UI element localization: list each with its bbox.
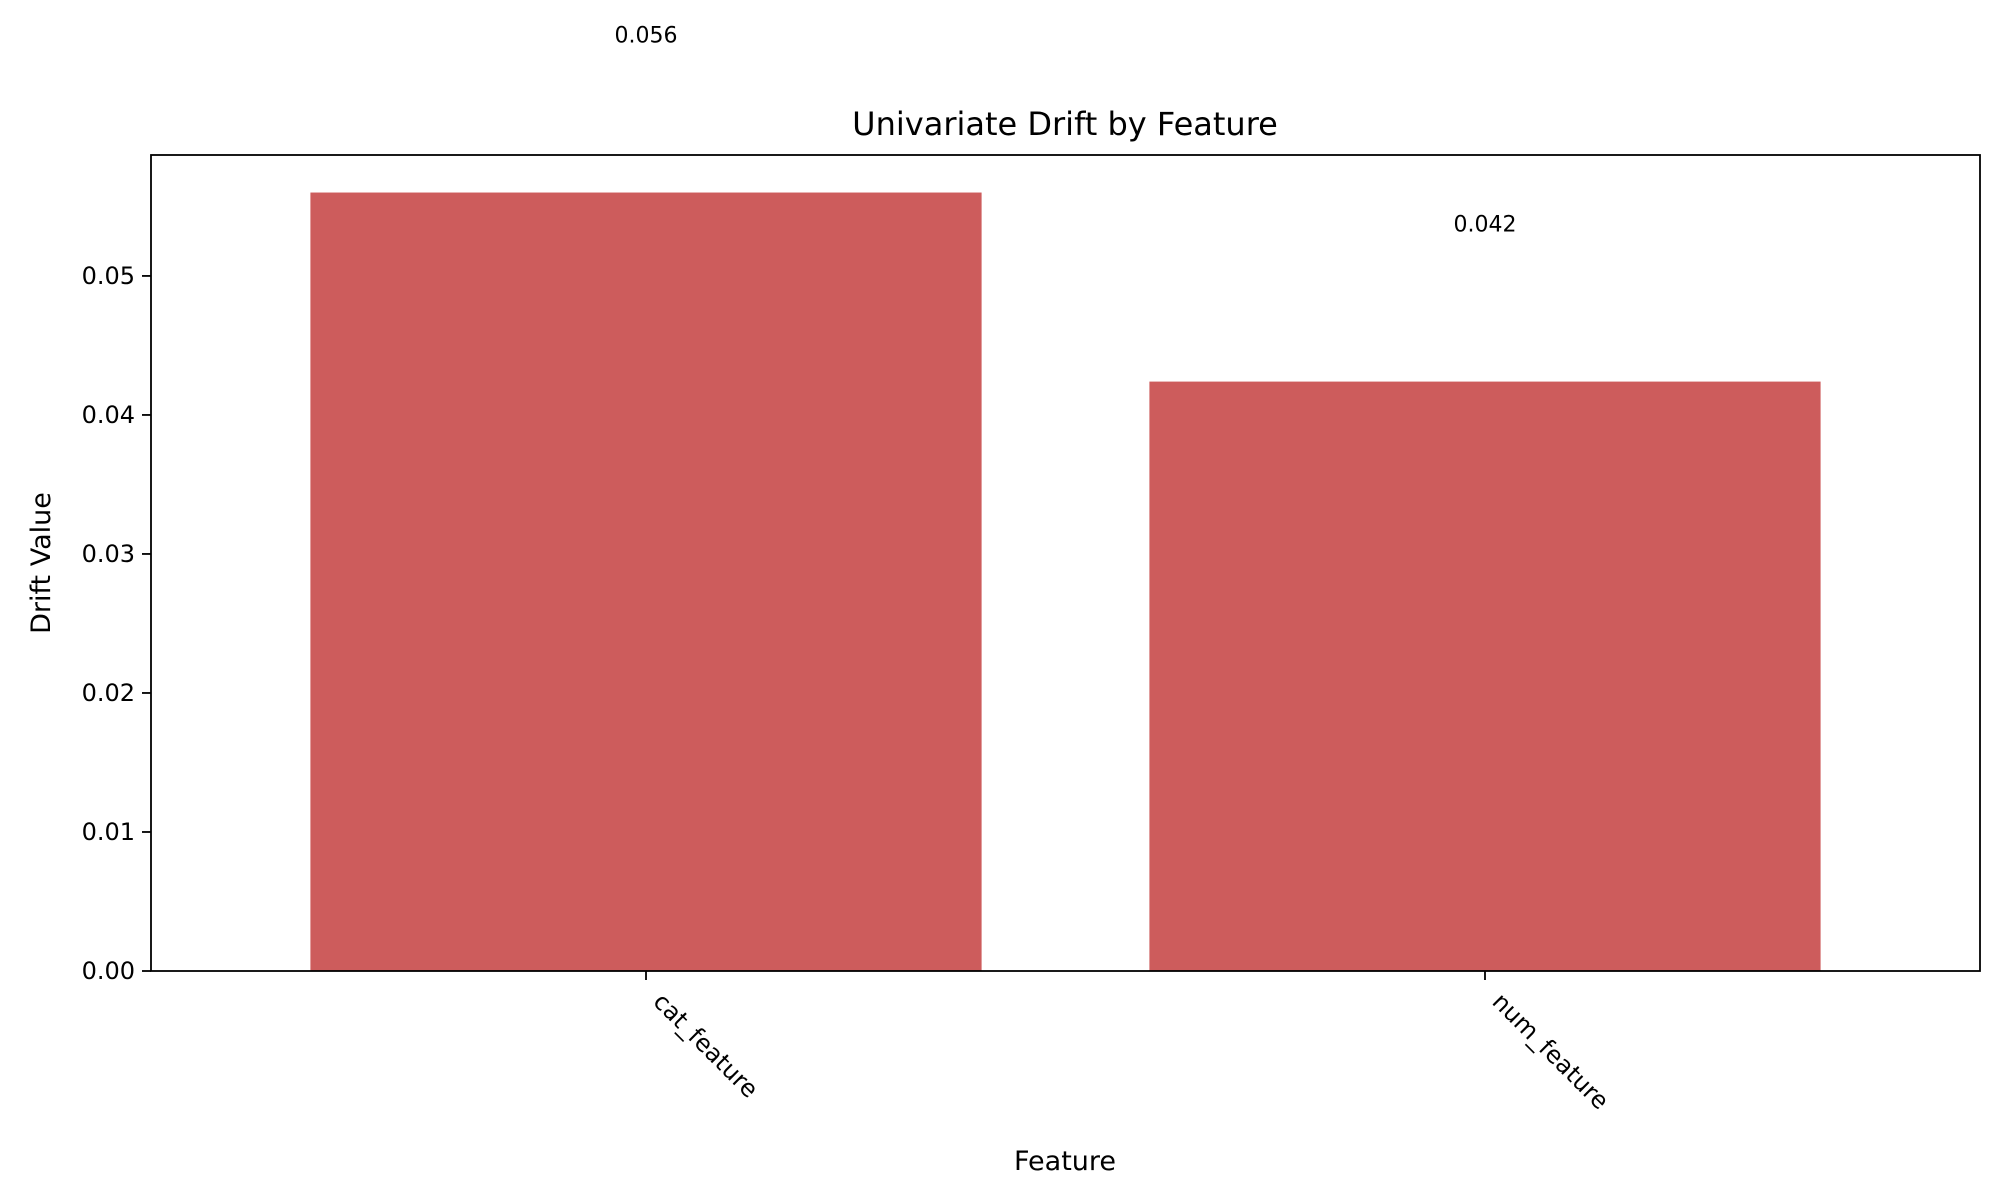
y-tick-label: 0.01 xyxy=(82,818,135,846)
y-tick-label: 0.04 xyxy=(82,401,135,429)
plot-frame xyxy=(150,154,1981,972)
y-tick-label: 0.05 xyxy=(82,262,135,290)
data-label-cat-feature: 0.056 xyxy=(615,24,678,49)
x-tick-label: cat_feature xyxy=(648,987,764,1103)
y-tick-label: 0.03 xyxy=(82,540,135,568)
y-tick-label: 0.02 xyxy=(82,679,135,707)
bar-num-feature xyxy=(1149,381,1821,971)
y-tick-label: 0.00 xyxy=(82,957,135,985)
data-labels-layer: 0.056 0.042 xyxy=(615,24,1517,238)
y-axis: 0.00 0.01 0.02 0.03 0.04 0.05 xyxy=(82,262,151,985)
bar-cat-feature xyxy=(310,192,982,972)
x-tick-label: num_feature xyxy=(1487,987,1615,1115)
x-axis-label: Feature xyxy=(1014,1146,1116,1177)
y-axis-label: Drift Value xyxy=(26,492,57,634)
chart-title: Univariate Drift by Feature xyxy=(852,105,1278,143)
data-label-num-feature: 0.042 xyxy=(1454,213,1517,238)
bars-layer xyxy=(310,192,1821,972)
x-axis: cat_feature num_feature xyxy=(645,971,1615,1115)
